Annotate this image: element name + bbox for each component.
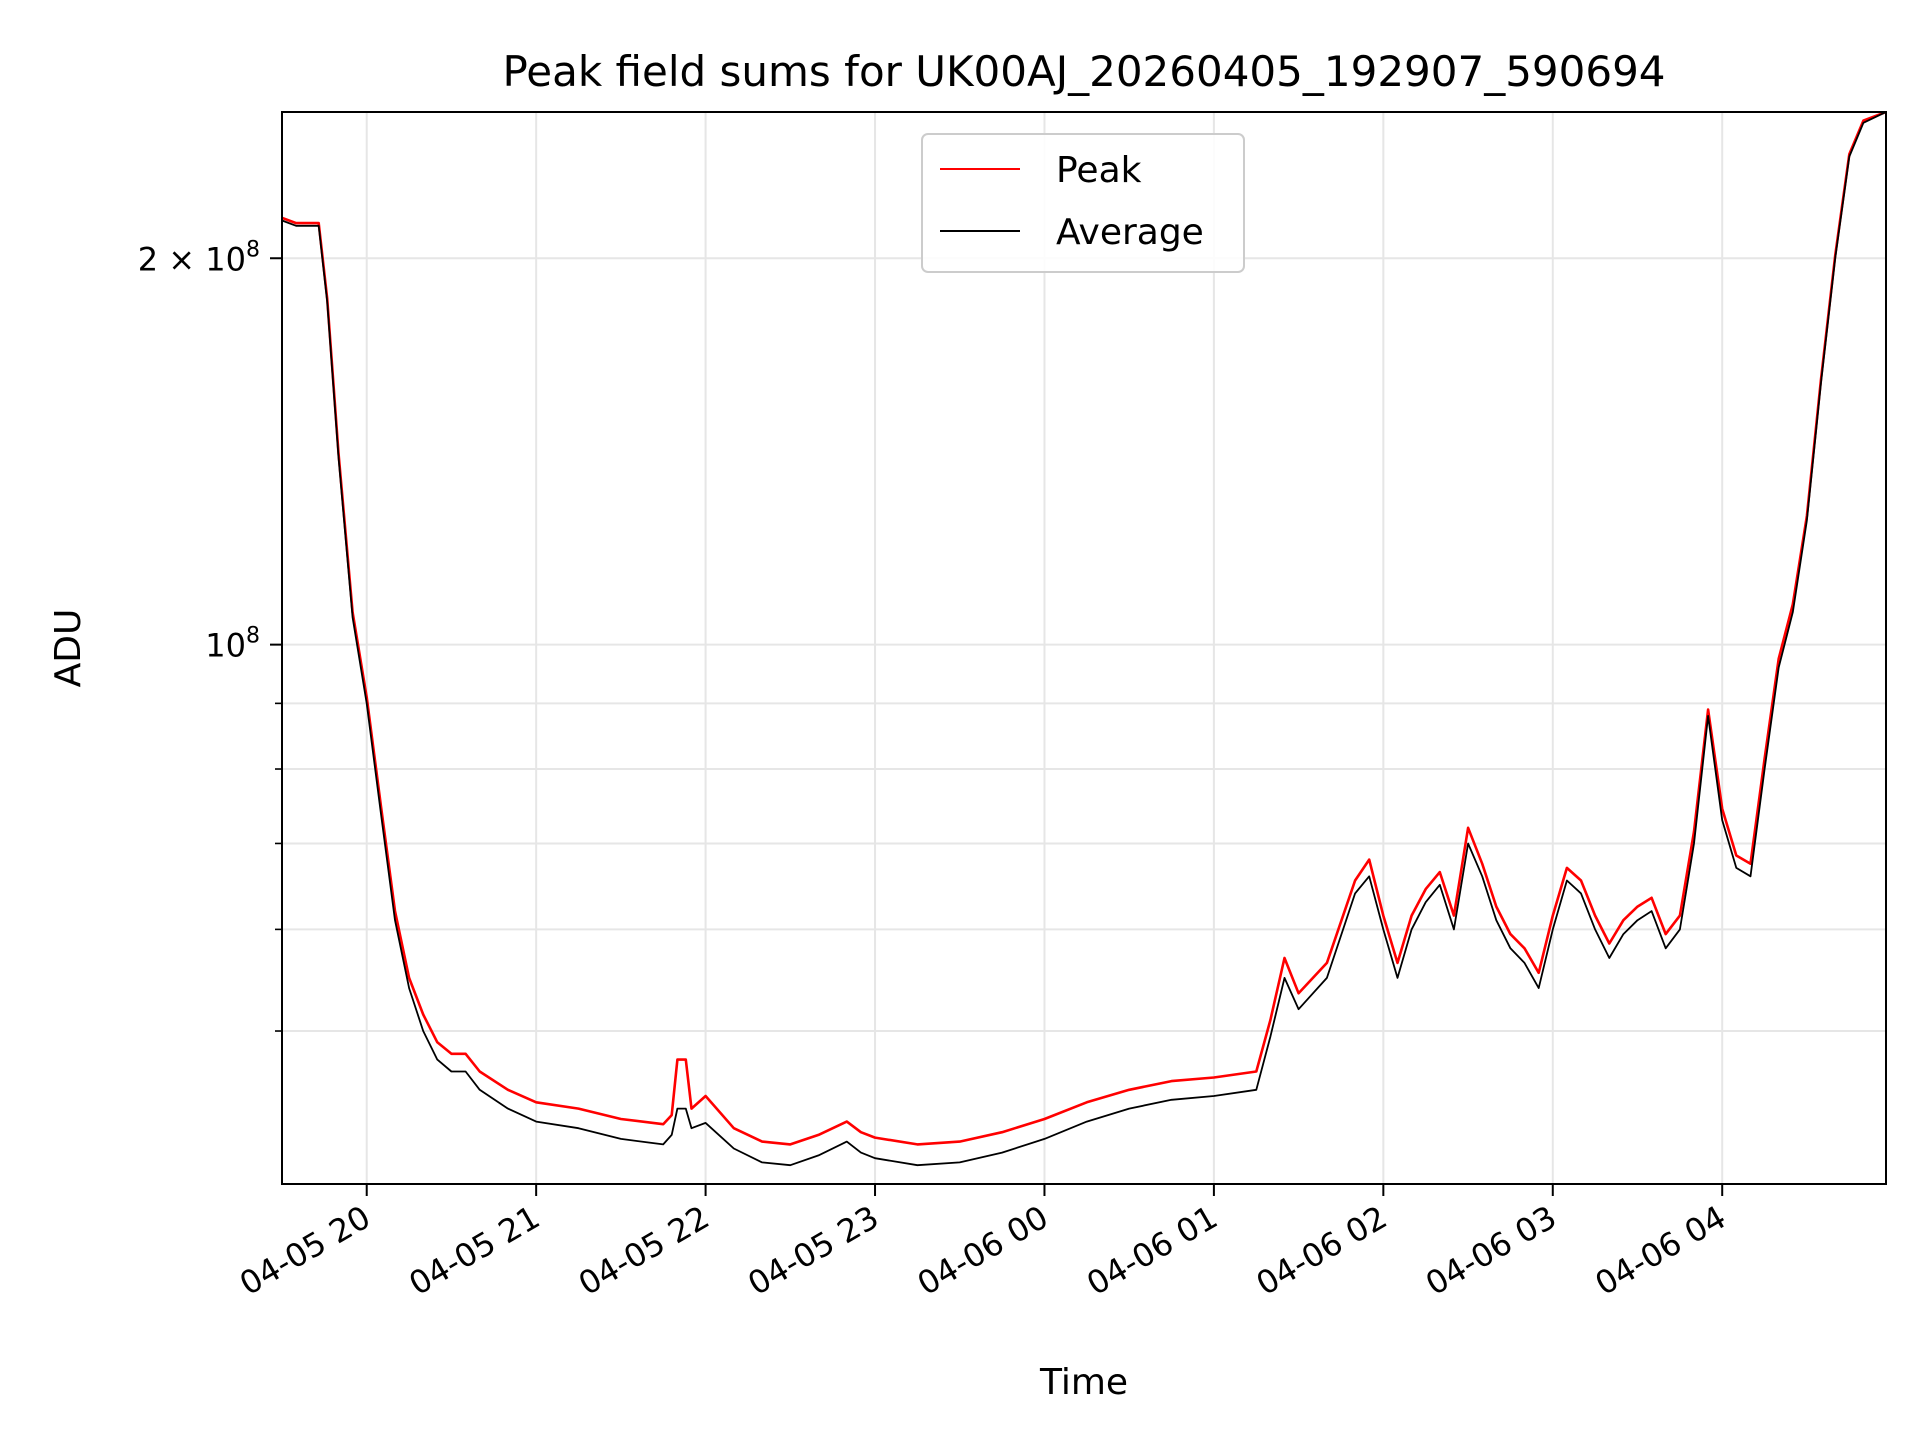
series-line-peak xyxy=(282,112,1886,1146)
legend-label-average: Average xyxy=(1056,212,1204,253)
series-layer xyxy=(282,112,1886,1167)
y-tick-label-0: 2 × 108 xyxy=(138,237,260,278)
legend: Peak Average xyxy=(921,133,1245,273)
y-axis-label: ADU xyxy=(48,609,89,688)
legend-label-peak: Peak xyxy=(1056,150,1142,191)
y-tick-label-1: 108 xyxy=(205,624,260,665)
x-axis-label: Time xyxy=(1039,1362,1128,1403)
plot-frame xyxy=(281,111,1887,1185)
chart-title: Peak field sums for UK00AJ_20260405_1929… xyxy=(502,47,1665,96)
series-line-average xyxy=(282,112,1886,1167)
